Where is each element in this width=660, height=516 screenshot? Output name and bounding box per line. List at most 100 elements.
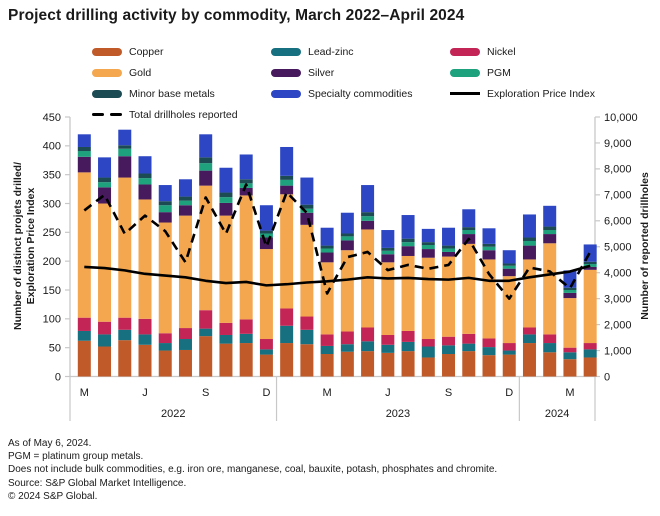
bar-segment	[118, 129, 132, 146]
bar-segment	[421, 228, 435, 243]
year-label: 2024	[545, 408, 569, 420]
bar-segment	[401, 246, 415, 256]
gold-swatch-icon	[92, 68, 122, 77]
legend-label: Nickel	[487, 45, 516, 58]
bar-segment	[118, 148, 132, 157]
bar-segment	[158, 201, 172, 206]
bar-segment	[502, 350, 516, 355]
bar-segment	[361, 185, 375, 213]
left-tick-label: 300	[43, 198, 61, 210]
specialty-commodities-swatch-icon	[271, 89, 301, 98]
bar-segment	[583, 264, 597, 267]
bar-segment	[401, 242, 415, 247]
left-tick-label: 200	[43, 256, 61, 268]
bar-segment	[138, 344, 152, 377]
bar-segment	[158, 333, 172, 344]
month-tick-label: S	[445, 387, 452, 399]
bar-segment	[138, 318, 152, 335]
right-tick-label: 7,000	[604, 190, 632, 202]
bar-segment	[118, 340, 132, 377]
dashed-line-swatch-icon	[92, 112, 122, 117]
bar-segment	[259, 249, 273, 340]
bar-segment	[462, 227, 476, 231]
bar-segment	[118, 177, 132, 318]
left-tick-label: 0	[55, 371, 61, 383]
bar-segment	[199, 134, 213, 158]
bar-segment	[178, 328, 192, 340]
minor-base-metals-swatch-icon	[92, 89, 122, 98]
bar-segment	[320, 262, 334, 335]
bar-segment	[219, 322, 233, 335]
legend-item-nickel: Nickel	[450, 46, 595, 58]
bar-segment	[158, 185, 172, 202]
bar-segment	[300, 316, 314, 330]
legend-item-pgm: PGM	[450, 67, 595, 79]
bar-segment	[199, 310, 213, 329]
bar-segment	[199, 170, 213, 186]
month-tick-label: M	[323, 387, 332, 399]
month-tick-label: M	[565, 387, 574, 399]
bar-segment	[219, 202, 233, 216]
bar-segment	[381, 250, 395, 255]
bar-segment	[543, 334, 557, 344]
month-tick-label: S	[202, 387, 209, 399]
bar-segment	[219, 215, 233, 323]
left-tick-label: 150	[43, 285, 61, 297]
bar-segment	[563, 352, 577, 360]
right-tick-label: 6,000	[604, 216, 632, 228]
legend-label: Total drillholes reported	[129, 108, 238, 121]
bar-segment	[178, 349, 192, 377]
bar-segment	[543, 343, 557, 353]
bar-segment	[178, 205, 192, 216]
bar-segment	[300, 344, 314, 377]
bar-segment	[178, 179, 192, 197]
bar-segment	[522, 327, 536, 335]
bar-segment	[300, 224, 314, 317]
left-axis-title: Number of distinct projets drilled/Explo…	[12, 162, 37, 330]
bar-segment	[259, 354, 273, 377]
bar-segment	[522, 237, 536, 241]
bar-segment	[300, 177, 314, 205]
bar-segment	[219, 192, 233, 198]
bar-segment	[482, 246, 496, 251]
legend-label: Minor base metals	[129, 87, 215, 100]
bar-segment	[462, 243, 476, 334]
bar-segment	[522, 240, 536, 246]
bar-segment	[158, 205, 172, 213]
bar-segment	[320, 245, 334, 249]
legend-label: Silver	[308, 66, 335, 79]
footnotes: As of May 6, 2024. PGM = platinum group …	[8, 437, 497, 503]
bar-segment	[583, 349, 597, 358]
bar-segment	[219, 343, 233, 377]
bar-segment	[401, 238, 415, 243]
bar-segment	[442, 227, 456, 246]
bar-segment	[98, 334, 112, 347]
bar-segment	[77, 172, 91, 318]
bar-segment	[482, 243, 496, 247]
bar-segment	[239, 319, 253, 334]
bar-segment	[442, 245, 456, 249]
right-tick-label: 3,000	[604, 293, 632, 305]
bar-segment	[563, 298, 577, 348]
bar-segment	[462, 343, 476, 352]
bar-segment	[421, 357, 435, 377]
bar-segment	[381, 254, 395, 263]
bar-segment	[138, 173, 152, 179]
silver-swatch-icon	[271, 68, 301, 77]
bar-segment	[98, 177, 112, 183]
legend-item-exploration-price-index: Exploration Price Index	[450, 88, 595, 100]
bar-segment	[199, 157, 213, 164]
bar-segment	[280, 343, 294, 377]
bar-segment	[421, 257, 435, 340]
bar-segment	[77, 134, 91, 147]
bar-segment	[300, 204, 314, 209]
bar-segment	[502, 354, 516, 377]
bar-segment	[401, 255, 415, 331]
bar-segment	[563, 359, 577, 377]
bar-segment	[158, 212, 172, 223]
bar-segment	[421, 339, 435, 347]
right-tick-label: 1,000	[604, 345, 632, 357]
footnote-exclusions: Does not include bulk commodities, e.g. …	[8, 464, 498, 476]
right-tick-label: 5,000	[604, 242, 632, 254]
bar-segment	[239, 333, 253, 344]
